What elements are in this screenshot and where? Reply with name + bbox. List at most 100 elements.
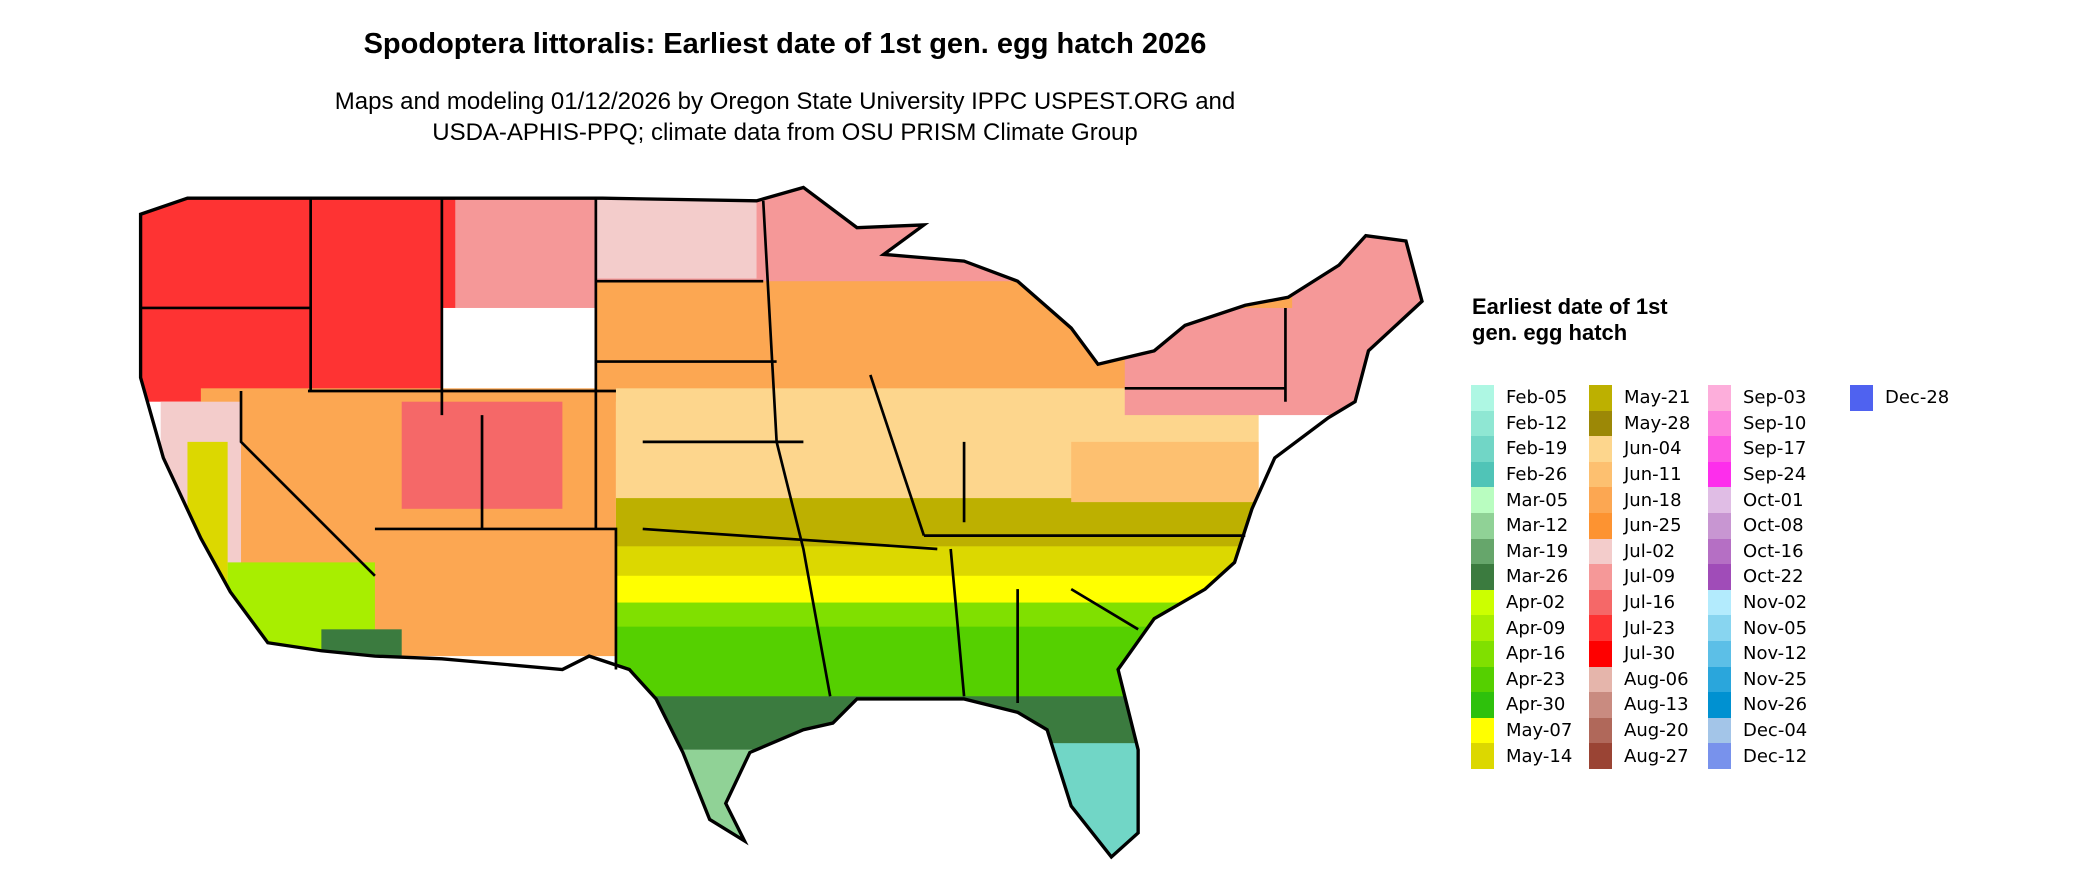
legend-item: Mar-19 bbox=[1471, 538, 1572, 565]
legend-swatch bbox=[1708, 538, 1731, 565]
legend-swatch bbox=[1471, 666, 1494, 693]
region-apr-23 bbox=[615, 626, 1259, 701]
legend-swatch bbox=[1708, 666, 1731, 693]
legend-swatch bbox=[1589, 385, 1612, 411]
legend-label: Dec-28 bbox=[1885, 387, 1950, 409]
region-ne-jul-09 bbox=[1124, 307, 1423, 416]
legend-item: Jun-25 bbox=[1589, 512, 1690, 539]
legend-swatch bbox=[1708, 692, 1731, 718]
legend-item: Aug-27 bbox=[1589, 743, 1690, 769]
legend-swatch bbox=[1708, 564, 1731, 590]
map-regions bbox=[138, 185, 1424, 859]
legend-swatch bbox=[1589, 640, 1612, 667]
legend-swatch bbox=[1589, 717, 1612, 744]
legend-label: Aug-13 bbox=[1624, 694, 1689, 716]
legend-item: Feb-12 bbox=[1471, 410, 1572, 437]
region-may-07 bbox=[615, 575, 1259, 606]
legend-item: Apr-09 bbox=[1471, 615, 1572, 641]
legend-item: Feb-05 bbox=[1471, 385, 1572, 411]
legend-item: Jul-16 bbox=[1589, 589, 1690, 616]
legend-swatch bbox=[1471, 436, 1494, 462]
legend-label: May-28 bbox=[1624, 412, 1691, 434]
legend-label: Mar-12 bbox=[1506, 515, 1569, 537]
legend-item: Nov-26 bbox=[1708, 692, 1807, 718]
legend-item: Mar-26 bbox=[1471, 564, 1572, 590]
legend-label: Oct-01 bbox=[1743, 489, 1804, 511]
legend-label: Dec-12 bbox=[1743, 745, 1808, 767]
legend-label: Nov-25 bbox=[1743, 668, 1808, 690]
legend-column: Feb-05 Feb-12 Feb-19 Feb-26 Mar-05 Mar-12 Mar-… bbox=[1471, 385, 1572, 769]
legend-swatch bbox=[1589, 410, 1612, 437]
us-map bbox=[138, 185, 1424, 859]
legend-label: Jun-25 bbox=[1624, 515, 1682, 537]
legend-swatch bbox=[1471, 589, 1494, 616]
legend-item: Apr-16 bbox=[1471, 640, 1572, 667]
legend-label: Sep-03 bbox=[1743, 387, 1807, 409]
legend-label: Nov-05 bbox=[1743, 617, 1808, 639]
legend-title: Earliest date of 1st gen. egg hatch bbox=[1472, 294, 1668, 345]
legend-item: Dec-12 bbox=[1708, 743, 1807, 769]
legend-item: Jun-18 bbox=[1589, 487, 1690, 513]
legend-label: Mar-19 bbox=[1506, 540, 1569, 562]
region-mar-26 bbox=[615, 696, 1259, 750]
legend-swatch bbox=[1471, 564, 1494, 590]
legend-item: Nov-25 bbox=[1708, 666, 1808, 693]
legend-item: Jul-09 bbox=[1589, 564, 1690, 590]
legend-label: Jul-09 bbox=[1624, 566, 1676, 588]
legend-item: Sep-10 bbox=[1708, 410, 1807, 437]
region-apr-16 bbox=[615, 602, 1259, 630]
legend-item: Aug-13 bbox=[1589, 692, 1690, 718]
legend-column: May-21 May-28 Jun-04 Jun-11 Jun-18 Jun-25 Jul-… bbox=[1589, 385, 1690, 769]
legend-label: May-21 bbox=[1624, 387, 1691, 409]
legend-label: Oct-08 bbox=[1743, 515, 1804, 537]
legend-item: Oct-08 bbox=[1708, 512, 1807, 539]
legend-swatch bbox=[1471, 717, 1494, 744]
legend-item: May-21 bbox=[1589, 385, 1690, 411]
subtitle-line: Maps and modeling 01/12/2026 by Oregon S… bbox=[334, 88, 1236, 115]
chart-title: Spodoptera littoralis: Earliest date of … bbox=[363, 28, 1207, 60]
legend-label: Jul-23 bbox=[1624, 617, 1676, 639]
legend-label: Apr-16 bbox=[1506, 643, 1566, 665]
legend-item: Aug-20 bbox=[1589, 717, 1690, 744]
legend-label: Jun-18 bbox=[1624, 489, 1682, 511]
legend-label: Sep-24 bbox=[1743, 464, 1807, 486]
legend-item: Oct-22 bbox=[1708, 564, 1807, 590]
legend-label: Apr-23 bbox=[1506, 668, 1566, 690]
region-jul-23 bbox=[140, 187, 456, 402]
legend-item: Oct-01 bbox=[1708, 487, 1807, 513]
legend-item: Nov-05 bbox=[1708, 615, 1807, 641]
legend-swatch bbox=[1708, 461, 1731, 488]
legend-item: May-28 bbox=[1589, 410, 1691, 437]
region-ca-may-14 bbox=[187, 441, 228, 590]
legend-item: Jun-04 bbox=[1589, 436, 1690, 462]
legend-item: Mar-12 bbox=[1471, 512, 1572, 539]
legend-label: Jun-11 bbox=[1624, 464, 1682, 486]
legend-label: Jun-04 bbox=[1624, 438, 1682, 460]
legend-swatch bbox=[1589, 615, 1612, 641]
legend-label: Feb-05 bbox=[1506, 387, 1568, 409]
legend-label: Jul-02 bbox=[1624, 540, 1676, 562]
legend-item: Jun-11 bbox=[1589, 461, 1690, 488]
legend-label: May-07 bbox=[1506, 720, 1573, 742]
legend-label: Nov-12 bbox=[1743, 643, 1808, 665]
legend-label: Jul-16 bbox=[1624, 592, 1676, 614]
legend-swatch bbox=[1708, 487, 1731, 513]
legend-swatch bbox=[1589, 564, 1612, 590]
state-borders bbox=[140, 198, 1287, 703]
legend-label: Aug-06 bbox=[1624, 668, 1689, 690]
legend-swatch bbox=[1589, 487, 1612, 513]
legend-item: Apr-02 bbox=[1471, 589, 1572, 616]
legend-swatch bbox=[1471, 538, 1494, 565]
legend-item: Apr-23 bbox=[1471, 666, 1572, 693]
legend-label: Nov-26 bbox=[1743, 694, 1808, 716]
legend-swatch bbox=[1471, 743, 1494, 769]
legend-label: Apr-02 bbox=[1506, 592, 1566, 614]
legend-item: May-14 bbox=[1471, 743, 1572, 769]
legend-item: Nov-12 bbox=[1708, 640, 1808, 667]
legend-label: Oct-22 bbox=[1743, 566, 1804, 588]
legend-label: Aug-27 bbox=[1624, 745, 1689, 767]
legend-label: Nov-02 bbox=[1743, 592, 1808, 614]
legend-swatch bbox=[1471, 640, 1494, 667]
region-jul-02 bbox=[595, 198, 757, 279]
legend-swatch bbox=[1471, 410, 1494, 437]
